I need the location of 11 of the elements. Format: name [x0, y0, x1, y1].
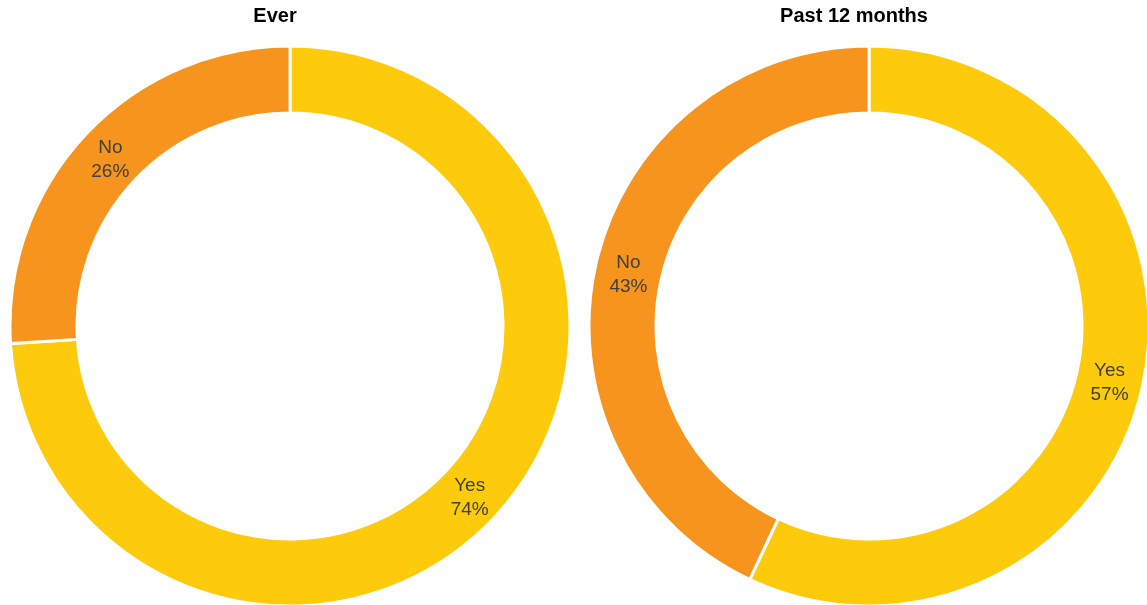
data-label: 74%: [450, 497, 489, 519]
slice-label: Yes: [454, 473, 486, 495]
slice-label: No: [98, 136, 123, 158]
donut-slice: [9, 44, 572, 605]
data-label: 57%: [1090, 382, 1129, 404]
chart-title: Past 12 months: [780, 4, 928, 26]
slice-label: No: [616, 251, 641, 273]
data-label: 26%: [91, 160, 130, 182]
data-label: 43%: [609, 275, 648, 297]
chart-title: Ever: [253, 4, 297, 26]
slice-label: Yes: [1094, 358, 1126, 380]
